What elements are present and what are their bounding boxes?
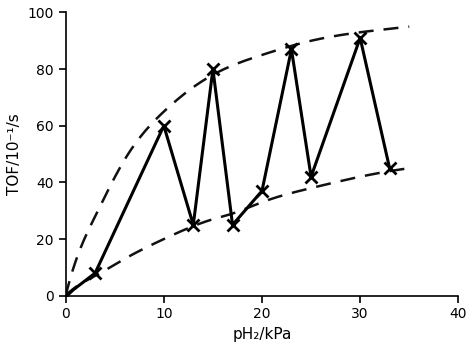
- Y-axis label: TOF/10⁻¹/s: TOF/10⁻¹/s: [7, 113, 22, 195]
- X-axis label: pH₂/kPa: pH₂/kPa: [232, 327, 292, 342]
